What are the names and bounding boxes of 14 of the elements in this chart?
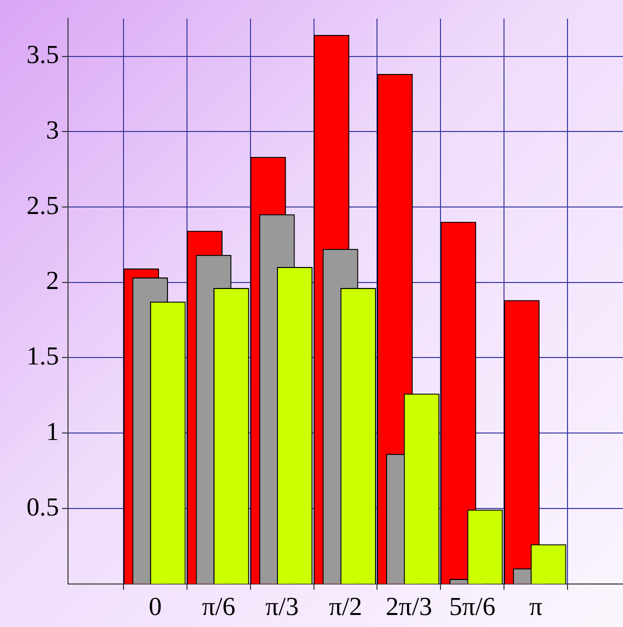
x-tick-label: 2π/3: [386, 592, 432, 622]
y-tick-label: 3: [46, 115, 59, 144]
y-tick-label: 0.5: [26, 492, 59, 522]
y-tick-label: 1: [46, 416, 59, 446]
y-tick-label: 2.5: [26, 190, 59, 220]
x-tick-label: π/3: [265, 592, 299, 622]
x-tick-label: 0: [148, 592, 162, 622]
y-tick-label: 1.5: [26, 342, 59, 371]
x-tick-label: 5π/6: [449, 592, 496, 622]
x-tick-label: π/2: [328, 592, 362, 622]
x-tick-label: π: [529, 592, 542, 622]
y-tick-label: 2: [46, 266, 59, 296]
y-tick-label: 3.5: [26, 40, 59, 70]
x-tick-label: π/6: [202, 592, 236, 622]
